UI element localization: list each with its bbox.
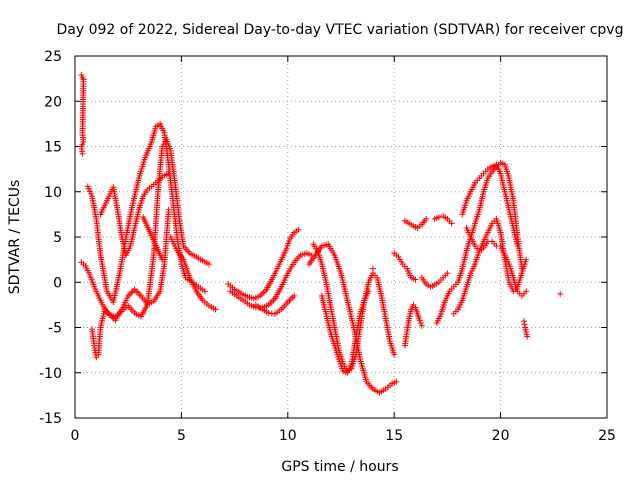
series-arc-h (252, 292, 298, 317)
data-point (206, 261, 213, 268)
data-point (523, 256, 530, 263)
data-point (165, 170, 172, 177)
series-arc-d (97, 170, 172, 259)
y-tick-label: 0 (53, 275, 62, 291)
x-tick-label: 5 (177, 428, 186, 444)
data-point (523, 288, 530, 295)
data-point (126, 291, 133, 298)
series-arc-q (433, 159, 525, 326)
data-point (131, 286, 138, 293)
data-point (418, 322, 425, 329)
y-tick-label: 5 (53, 230, 62, 246)
data-point (212, 306, 219, 313)
data-point (435, 214, 442, 221)
data-point (369, 265, 376, 272)
data-point (140, 214, 147, 221)
x-tick-label: 0 (71, 428, 80, 444)
series-arc-t (463, 224, 530, 299)
series-arc-g (227, 250, 315, 311)
data-point (286, 297, 293, 304)
data-point (524, 333, 531, 340)
data-point (79, 150, 86, 157)
data-point (270, 297, 277, 304)
series-arc-f (225, 226, 302, 302)
y-tick-label: -5 (48, 321, 62, 337)
series-arc-n (401, 215, 430, 231)
y-tick-label: 25 (44, 49, 62, 65)
data-point (557, 291, 564, 298)
series-arc-p (431, 213, 455, 227)
series-arc-c (89, 206, 172, 361)
data-point (201, 288, 208, 295)
data-point (136, 291, 143, 298)
data-point (423, 215, 430, 222)
data-point (128, 289, 135, 296)
series-outliers-late (140, 214, 564, 340)
data-point (261, 288, 268, 295)
y-tick-label: -10 (39, 366, 62, 382)
series-arc-l (391, 250, 419, 283)
data-point (448, 220, 455, 227)
axis-ticks: 0 5 10 15 20 25 -15 -10 -5 0 5 10 15 20 25 (39, 49, 616, 444)
data-point (444, 270, 451, 277)
series-arc-e (167, 234, 219, 313)
data-point (365, 288, 372, 295)
data-marks (78, 72, 564, 396)
data-point (268, 298, 275, 305)
data-point (417, 319, 424, 326)
data-point (412, 276, 419, 283)
data-point (134, 289, 141, 296)
y-tick-label: 15 (44, 140, 62, 156)
x-tick-label: 15 (385, 428, 403, 444)
data-point (521, 321, 528, 328)
series-arc-s (459, 161, 521, 250)
x-tick-label: 10 (279, 428, 297, 444)
series-arc-m (401, 301, 425, 349)
series-arc-o (418, 270, 451, 290)
data-point (107, 312, 114, 319)
data-point (521, 318, 528, 325)
y-tick-label: 20 (44, 94, 62, 110)
data-point (260, 289, 267, 296)
data-point (289, 294, 296, 301)
data-point (514, 243, 521, 250)
data-point (416, 317, 423, 324)
series-arc-j (306, 241, 400, 396)
data-point (391, 351, 398, 358)
series-arc-b (84, 120, 208, 306)
series-arc-early-outliers (78, 72, 87, 157)
data-point (165, 206, 172, 213)
x-axis-label: GPS time / hours (281, 459, 398, 475)
data-point (291, 292, 298, 299)
chart-title: Day 092 of 2022, Sidereal Day-to-day VTE… (57, 22, 624, 38)
data-point (393, 378, 400, 385)
data-point (78, 72, 85, 79)
series-arc-k (318, 288, 372, 376)
y-axis-label: SDTVAR / TECUs (7, 180, 23, 295)
data-point (133, 288, 140, 295)
y-tick-label: -15 (39, 411, 62, 427)
data-point (287, 295, 294, 302)
x-tick-label: 20 (492, 428, 510, 444)
data-point (295, 226, 302, 233)
x-tick-label: 25 (598, 428, 616, 444)
y-tick-label: 10 (44, 185, 62, 201)
